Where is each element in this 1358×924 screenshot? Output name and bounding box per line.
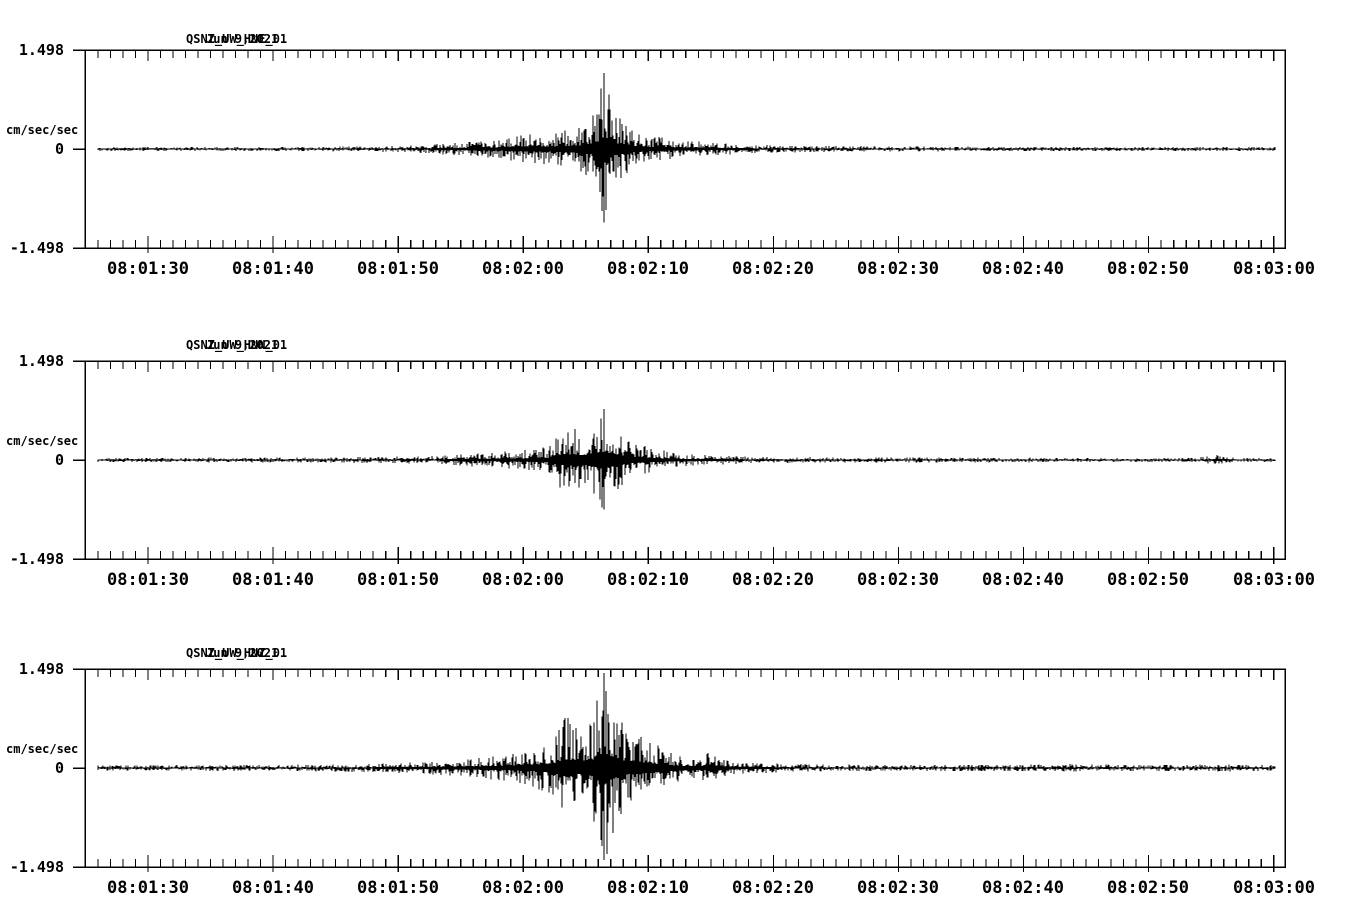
x-tick-label: 08:02:10 [607, 878, 689, 898]
x-tick-label: 08:01:40 [232, 570, 314, 590]
x-tick-label: 08:02:00 [482, 878, 564, 898]
x-tick-label: 08:02:10 [607, 570, 689, 590]
x-tick-label: 08:02:40 [982, 259, 1064, 279]
waveform-trace-hnn [97, 409, 1276, 510]
panel-hnz-station-label: QSNZ_UW_HNZ_01 [186, 646, 288, 660]
panel-hne-station-label: QSNZ_UW_HNE_01 [186, 32, 288, 46]
x-tick-label: 08:01:30 [107, 570, 189, 590]
panel-hnz-ymin-label: -1.498 [9, 858, 64, 876]
x-tick-label: 08:02:50 [1107, 570, 1189, 590]
x-tick-label: 08:03:00 [1233, 259, 1315, 279]
panel-hne-date-label: Jun 9,2021 [206, 32, 279, 46]
panel-hnz-unit-label: cm/sec/sec [6, 742, 79, 756]
waveform-trace-hne [97, 73, 1276, 223]
panel-hnz-date-label: Jun 9,2021 [206, 646, 279, 660]
x-tick-label: 08:02:10 [607, 259, 689, 279]
seismogram-panel-hne [73, 49, 1286, 253]
panel-hnn-x-axis-labels: 08:01:30 08:01:40 08:01:50 08:02:00 08:0… [0, 571, 1358, 591]
x-tick-label: 08:02:40 [982, 878, 1064, 898]
plot-frame-hne [73, 49, 1286, 249]
x-tick-label: 08:02:20 [732, 570, 814, 590]
waveform-trace-hnz [97, 673, 1276, 860]
axis-ticks-hnn [97, 361, 1275, 564]
panel-hne-yzero-label: 0 [54, 140, 64, 158]
panel-hnn-yzero-label: 0 [54, 451, 64, 469]
x-tick-label: 08:02:50 [1107, 259, 1189, 279]
axis-ticks-hnz [97, 669, 1275, 872]
x-tick-label: 08:01:40 [232, 259, 314, 279]
panel-hnz-x-axis-labels: 08:01:30 08:01:40 08:01:50 08:02:00 08:0… [0, 879, 1358, 899]
plot-frame-hnz [73, 668, 1286, 868]
panel-hnn-unit-label: cm/sec/sec [6, 434, 79, 448]
axis-ticks-hne [97, 50, 1275, 253]
x-tick-label: 08:01:30 [107, 259, 189, 279]
panel-hne-ymin-label: -1.498 [9, 239, 64, 257]
x-tick-label: 08:02:50 [1107, 878, 1189, 898]
panel-hnn-station-label: QSNZ_UW_HNN_01 [186, 338, 288, 352]
seismogram-panel-hnz [73, 668, 1286, 872]
panel-hnz-ymax-label: 1.498 [18, 660, 64, 678]
x-tick-label: 08:02:30 [857, 878, 939, 898]
x-tick-label: 08:02:00 [482, 259, 564, 279]
plot-frame-hnn [73, 360, 1286, 560]
x-tick-label: 08:03:00 [1233, 570, 1315, 590]
x-tick-label: 08:01:50 [357, 259, 439, 279]
x-tick-label: 08:01:40 [232, 878, 314, 898]
panel-hne-unit-label: cm/sec/sec [6, 123, 79, 137]
panel-hnn-ymin-label: -1.498 [9, 550, 64, 568]
panel-hnn-date-label: Jun 9,2021 [206, 338, 279, 352]
x-tick-label: 08:02:30 [857, 570, 939, 590]
panel-hnn-ymax-label: 1.498 [18, 352, 64, 370]
x-tick-label: 08:02:20 [732, 878, 814, 898]
x-tick-label: 08:02:20 [732, 259, 814, 279]
seismogram-panel-hnn [73, 360, 1286, 564]
x-tick-label: 08:01:30 [107, 878, 189, 898]
x-tick-label: 08:01:50 [357, 570, 439, 590]
x-tick-label: 08:02:00 [482, 570, 564, 590]
panel-hne-ymax-label: 1.498 [18, 41, 64, 59]
panel-hnz-yzero-label: 0 [54, 759, 64, 777]
x-tick-label: 08:02:30 [857, 259, 939, 279]
x-tick-label: 08:02:40 [982, 570, 1064, 590]
x-tick-label: 08:01:50 [357, 878, 439, 898]
x-tick-label: 08:03:00 [1233, 878, 1315, 898]
panel-hne-x-axis-labels: 08:01:30 08:01:40 08:01:50 08:02:00 08:0… [0, 260, 1358, 280]
